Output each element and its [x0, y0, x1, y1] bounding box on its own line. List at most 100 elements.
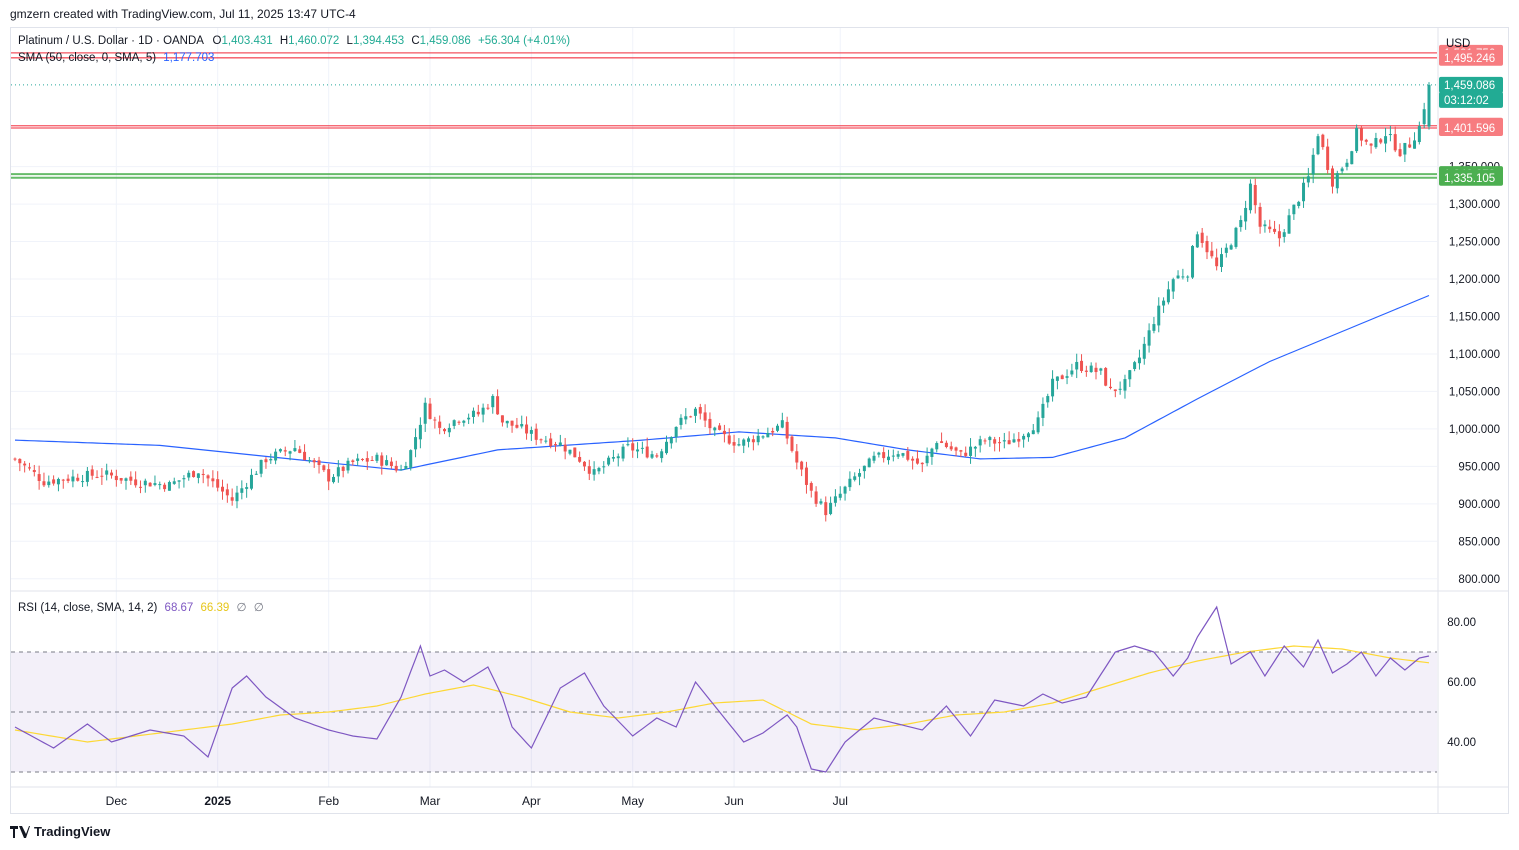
candle-body — [1369, 143, 1373, 146]
candle-body — [761, 436, 765, 438]
rsi-legend[interactable]: RSI (14, close, SMA, 14, 2) 68.67 66.39 … — [18, 600, 264, 614]
candle-body — [18, 458, 22, 464]
candle-body — [1427, 84, 1431, 127]
time-tick-label: Jun — [724, 794, 743, 808]
sma-series — [14, 294, 1430, 471]
candle-body — [525, 424, 529, 434]
candle-body — [940, 441, 944, 443]
candle-body — [891, 455, 895, 457]
candle-body — [766, 432, 770, 438]
candle-body — [1277, 231, 1281, 239]
candle-body — [216, 479, 220, 488]
candle-body — [365, 458, 369, 462]
candle-body — [500, 415, 504, 423]
rsi-ma-line — [14, 645, 1430, 743]
symbol-title: Platinum / U.S. Dollar · 1D · OANDA — [18, 35, 204, 47]
candle-body — [61, 479, 65, 481]
candle-body — [515, 424, 519, 428]
candle-body — [312, 460, 316, 463]
candle-body — [1031, 430, 1035, 435]
candle-body — [1128, 370, 1132, 380]
candle-body — [785, 421, 789, 439]
candle-body — [650, 454, 654, 458]
candle-body — [269, 459, 273, 461]
candle-body — [819, 501, 823, 504]
candle-body — [47, 481, 51, 486]
price-badge — [1439, 91, 1503, 108]
candle-body — [804, 467, 808, 485]
price-badge — [1439, 49, 1503, 66]
candle-body — [645, 446, 649, 458]
candle-body — [90, 469, 94, 476]
sma-legend[interactable]: SMA (50, close, 0, SMA, 5) 1,177.703 — [18, 52, 214, 64]
time-tick-label: 2025 — [204, 794, 231, 808]
time-tick-label: May — [621, 794, 644, 808]
candle-body — [235, 492, 239, 502]
rsi-tick-label: 60.00 — [1447, 677, 1476, 689]
candle-body — [1374, 137, 1378, 148]
candle-body — [264, 459, 268, 463]
candle-body — [1162, 300, 1166, 306]
candle-body — [143, 480, 147, 486]
candle-body — [944, 442, 948, 448]
candle-body — [1166, 289, 1170, 303]
rsi-extra-1: ∅ — [236, 602, 247, 614]
candle-body — [505, 420, 509, 424]
candle-body — [626, 444, 630, 446]
candle-body — [578, 456, 582, 462]
candle-body — [1157, 305, 1161, 326]
rsi-tick-label: 40.00 — [1447, 737, 1476, 749]
candle-body — [394, 465, 398, 471]
tradingview-logo[interactable]: TradingView — [10, 824, 110, 839]
candle-body — [1364, 139, 1368, 142]
price-badge-label: 03:12:02 — [1444, 95, 1489, 107]
candle-body — [959, 450, 963, 452]
candle-body — [1306, 176, 1310, 183]
candle-body — [71, 476, 75, 482]
candle-body — [293, 448, 297, 452]
ohlc-h-value: 1,460.072 — [288, 35, 340, 47]
price-tick-label: 800.000 — [1458, 574, 1500, 586]
candle-body — [1282, 232, 1286, 237]
candle-body — [1205, 241, 1209, 253]
candle-body — [993, 439, 997, 444]
candle-body — [640, 447, 644, 449]
candle-body — [254, 473, 258, 475]
candle-body — [327, 469, 331, 482]
candle-body — [1229, 245, 1233, 250]
candle-body — [751, 439, 755, 443]
candle-body — [1026, 433, 1030, 438]
candle-body — [607, 457, 611, 465]
candle-body — [554, 444, 558, 446]
candle-body — [317, 460, 321, 465]
price-tick-label: 950.000 — [1458, 461, 1500, 473]
candle-body — [1273, 228, 1277, 232]
candle-body — [206, 475, 210, 479]
candle-body — [27, 467, 31, 469]
candle-body — [1248, 183, 1252, 211]
currency-label[interactable]: USD — [1446, 38, 1471, 50]
candle-body — [158, 484, 162, 486]
candle-body — [1215, 257, 1219, 267]
candle-body — [1244, 207, 1248, 222]
tradingview-logo-icon — [10, 825, 30, 838]
candle-body — [389, 461, 393, 467]
candle-body — [196, 473, 200, 478]
price-badge-label: 1,495.246 — [1444, 53, 1495, 65]
candle-body — [544, 440, 548, 442]
candle-body — [1094, 367, 1098, 373]
ohlc-o-value: 1,403.431 — [221, 35, 273, 47]
candle-body — [660, 451, 664, 459]
candle-body — [438, 421, 442, 428]
ohlc-l-value: 1,394.453 — [352, 35, 405, 47]
candle-body — [95, 476, 99, 478]
candle-body — [954, 447, 958, 451]
candle-body — [1253, 185, 1257, 206]
candle-body — [747, 438, 751, 442]
candle-body — [1297, 201, 1301, 206]
candle-body — [245, 487, 249, 489]
candle-body — [1070, 370, 1074, 375]
candle-body — [558, 442, 562, 446]
price-tick-label: 900.000 — [1458, 499, 1500, 511]
